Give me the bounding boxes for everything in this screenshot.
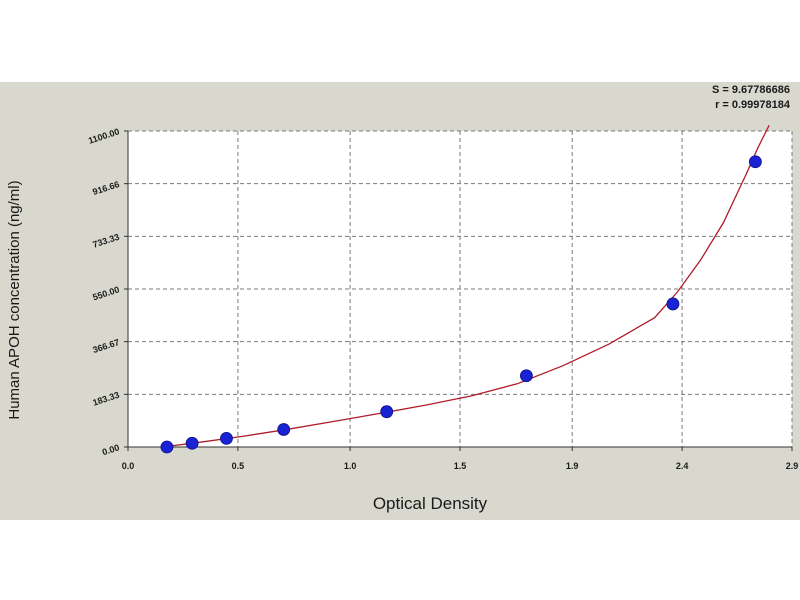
data-point [160, 440, 174, 454]
y-tick-label: 366.67 [91, 337, 120, 355]
x-tick-label: 1.0 [344, 461, 357, 471]
axes [124, 130, 793, 451]
data-point [380, 405, 394, 419]
fit-curve [162, 125, 770, 448]
y-tick-label: 733.33 [91, 232, 120, 250]
y-tick-label: 550.00 [91, 284, 120, 302]
stat-r-value: r = 0.99978184 [715, 99, 790, 111]
grid-lines [128, 130, 793, 447]
y-axis-label: Human APOH concentration (ng/ml) [6, 180, 23, 420]
x-tick-label: 2.4 [676, 461, 689, 471]
x-tick-labels: 0.0 0.5 1.0 1.5 1.9 2.4 2.9 [122, 461, 799, 471]
x-tick-label: 0.0 [122, 461, 135, 471]
y-tick-label: 1100.00 [87, 126, 121, 145]
x-tick-label: 0.5 [232, 461, 245, 471]
y-tick-label: 183.33 [91, 390, 120, 408]
x-tick-label: 1.5 [454, 461, 467, 471]
data-point [220, 431, 233, 445]
data-point [277, 423, 291, 436]
fit-curve-layer [162, 125, 770, 448]
x-tick-label: 1.9 [566, 461, 579, 471]
y-tick-labels: 0.00 183.33 366.67 550.00 733.33 916.66 1100.0… [87, 126, 121, 457]
data-point [666, 297, 680, 311]
x-axis-label: Optical Density [372, 494, 488, 513]
y-tick-label: 916.66 [91, 179, 120, 197]
data-points [160, 155, 762, 454]
y-tick-label: 0.00 [101, 442, 121, 457]
data-point [185, 436, 199, 450]
stat-s-value: S = 9.67786686 [712, 84, 790, 96]
x-tick-label: 2.9 [786, 461, 799, 471]
data-point [748, 155, 762, 169]
data-point [520, 369, 533, 383]
